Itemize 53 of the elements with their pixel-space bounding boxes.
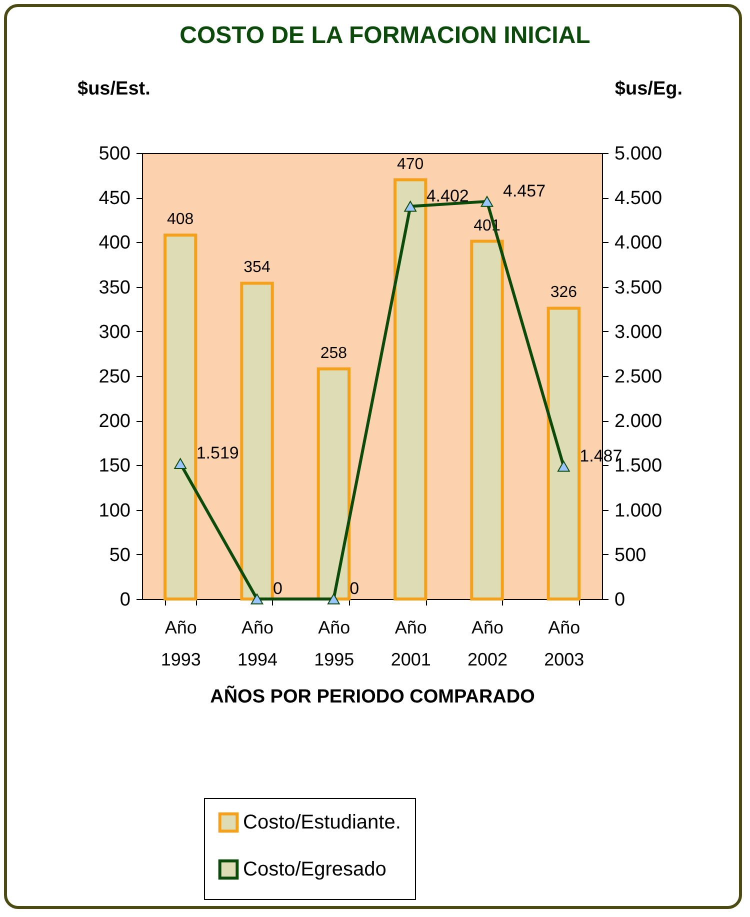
y-tick-label: 300 xyxy=(98,322,130,343)
data-label: 470 xyxy=(396,156,424,173)
y2-tick-label: 2.000 xyxy=(614,411,662,432)
y-tick-label: 250 xyxy=(98,366,130,388)
y2-tick-label: 2.500 xyxy=(614,366,662,388)
x-tick-label: Año 1993 xyxy=(160,618,201,670)
data-label: 326 xyxy=(550,284,578,302)
y2-axis-title: $us/Eg. xyxy=(614,78,682,100)
bar xyxy=(164,234,198,600)
legend-label: Costo/Estudiante. xyxy=(243,812,401,834)
y-tick-label: 100 xyxy=(98,500,130,522)
y2-tick-label: 3.000 xyxy=(614,322,662,343)
y-axis-title: $us/Est. xyxy=(78,78,150,100)
y-tick-label: 450 xyxy=(98,188,130,210)
point xyxy=(480,196,494,207)
y2-tick-label: 5.000 xyxy=(614,144,662,164)
bar xyxy=(470,240,504,600)
y2-tick-label: 500 xyxy=(614,544,646,566)
data-label: 408 xyxy=(166,211,194,228)
point xyxy=(327,594,340,604)
x-tick-label: Año 2003 xyxy=(544,618,584,670)
point xyxy=(557,460,570,472)
y2-tick-label: 0 xyxy=(614,590,626,610)
x-tick-label: Año 1995 xyxy=(314,618,354,670)
y-tick-label: 200 xyxy=(98,411,130,432)
legend-label: Costo/Egresado xyxy=(243,858,386,880)
x-tick-label: Año 2001 xyxy=(390,618,431,670)
y2-tick-label: 4.000 xyxy=(614,232,662,254)
y-tick-label: 350 xyxy=(98,277,130,298)
bar xyxy=(394,178,428,600)
data-label: 4.457 xyxy=(503,181,546,200)
y-tick-label: 400 xyxy=(98,232,130,254)
y-tick-label: 150 xyxy=(98,456,130,477)
x-axis-title: AÑOS POR PERIODO COMPARADO xyxy=(210,686,535,708)
chart-title: COSTO DE LA FORMACION INICIAL xyxy=(178,22,592,50)
data-label: 1.519 xyxy=(196,444,239,463)
y-tick-label: 500 xyxy=(98,144,130,164)
y2-tick-label: 1.000 xyxy=(614,500,662,522)
y2-tick-label: 4.500 xyxy=(614,188,662,210)
bar xyxy=(546,306,580,600)
bar xyxy=(240,282,274,600)
data-label: 354 xyxy=(244,259,270,276)
y-tick-label: 50 xyxy=(109,544,130,566)
x-tick-label: Año 2002 xyxy=(467,618,508,670)
point xyxy=(404,200,417,212)
point xyxy=(250,594,264,604)
y-tick-label: 0 xyxy=(120,590,130,610)
point xyxy=(174,458,187,469)
x-tick-label: Año 1994 xyxy=(237,618,278,670)
bar xyxy=(316,367,350,600)
y2-tick-label: 3.500 xyxy=(614,277,662,298)
data-label: 258 xyxy=(320,344,348,362)
data-label: 0 xyxy=(273,579,282,598)
